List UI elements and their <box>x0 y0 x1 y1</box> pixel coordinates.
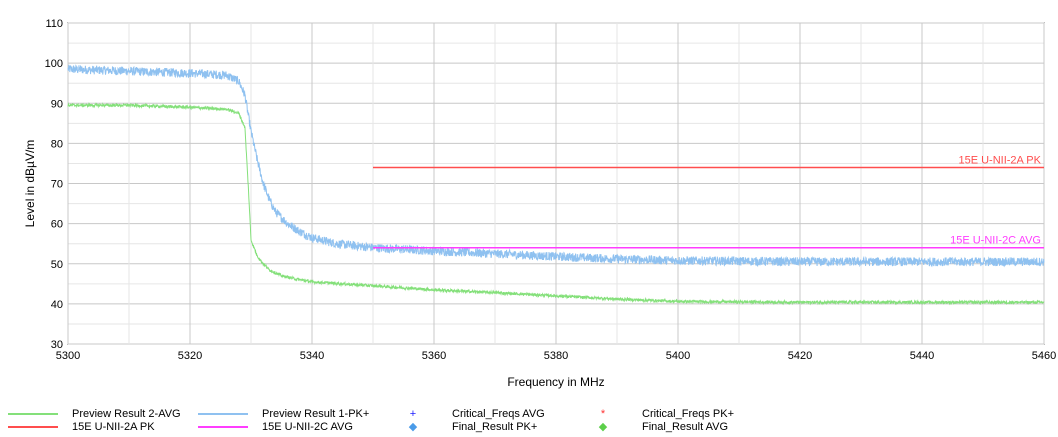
x-tick-label: 5300 <box>56 350 80 362</box>
limit-label: 15E U-NII-2C AVG <box>950 235 1041 247</box>
limit-layer: 15E U-NII-2A PK 15E U-NII-2C AVG <box>373 154 1044 249</box>
legend: Preview Result 2-AVG Preview Result 1-PK+… <box>0 403 1058 437</box>
y-axis-ticks: 30 40 50 60 70 80 90 100 110 <box>45 18 63 351</box>
x-tick-label: 5440 <box>910 350 934 362</box>
y-tick-label: 80 <box>51 138 63 150</box>
legend-marker: * <box>600 408 606 420</box>
legend-label: Final_Result AVG <box>642 421 729 433</box>
series-line <box>67 64 1045 268</box>
x-tick-label: 5340 <box>300 350 324 362</box>
y-tick-label: 100 <box>45 58 63 70</box>
x-tick-label: 5380 <box>544 350 568 362</box>
legend-swatch <box>8 426 58 428</box>
legend-swatch <box>8 413 58 415</box>
x-axis-ticks: 5300 5320 5340 5360 5380 5400 5420 5440 5460 <box>56 350 1056 362</box>
x-tick-label: 5320 <box>178 350 202 362</box>
series-line <box>67 102 1045 306</box>
legend-label: Critical_Freqs PK+ <box>642 408 735 420</box>
legend-label: Critical_Freqs AVG <box>452 408 545 420</box>
series-layer <box>67 64 1045 306</box>
legend-marker: ◆ <box>408 421 418 433</box>
legend-label: 15E U-NII-2A PK <box>72 421 155 433</box>
x-tick-label: 5420 <box>788 350 812 362</box>
spectrum-chart: 15E U-NII-2A PK 15E U-NII-2C AVG 5300 5320… <box>23 18 1056 389</box>
y-tick-label: 50 <box>51 259 63 271</box>
limit-label: 15E U-NII-2A PK <box>958 154 1041 166</box>
y-tick-label: 60 <box>51 219 63 231</box>
y-tick-label: 110 <box>45 18 63 30</box>
x-tick-label: 5360 <box>422 350 446 362</box>
y-axis-label: Level in dBµV/m <box>23 140 37 228</box>
x-axis-label: Frequency in MHz <box>507 375 604 389</box>
legend-marker: ◆ <box>598 421 608 433</box>
y-tick-label: 40 <box>51 299 63 311</box>
legend-label: 15E U-NII-2C AVG <box>262 421 353 433</box>
x-tick-label: 5400 <box>666 350 690 362</box>
y-tick-label: 90 <box>51 98 63 110</box>
legend-label: Preview Result 1-PK+ <box>262 408 370 420</box>
legend-marker: + <box>409 408 417 420</box>
y-tick-label: 70 <box>51 179 63 191</box>
legend-swatch <box>198 413 248 415</box>
x-tick-label: 5460 <box>1032 350 1056 362</box>
legend-swatch <box>198 426 248 428</box>
legend-label: Preview Result 2-AVG <box>72 408 181 420</box>
y-tick-label: 30 <box>51 339 63 351</box>
legend-label: Final_Result PK+ <box>452 421 538 433</box>
grid <box>67 22 1045 345</box>
